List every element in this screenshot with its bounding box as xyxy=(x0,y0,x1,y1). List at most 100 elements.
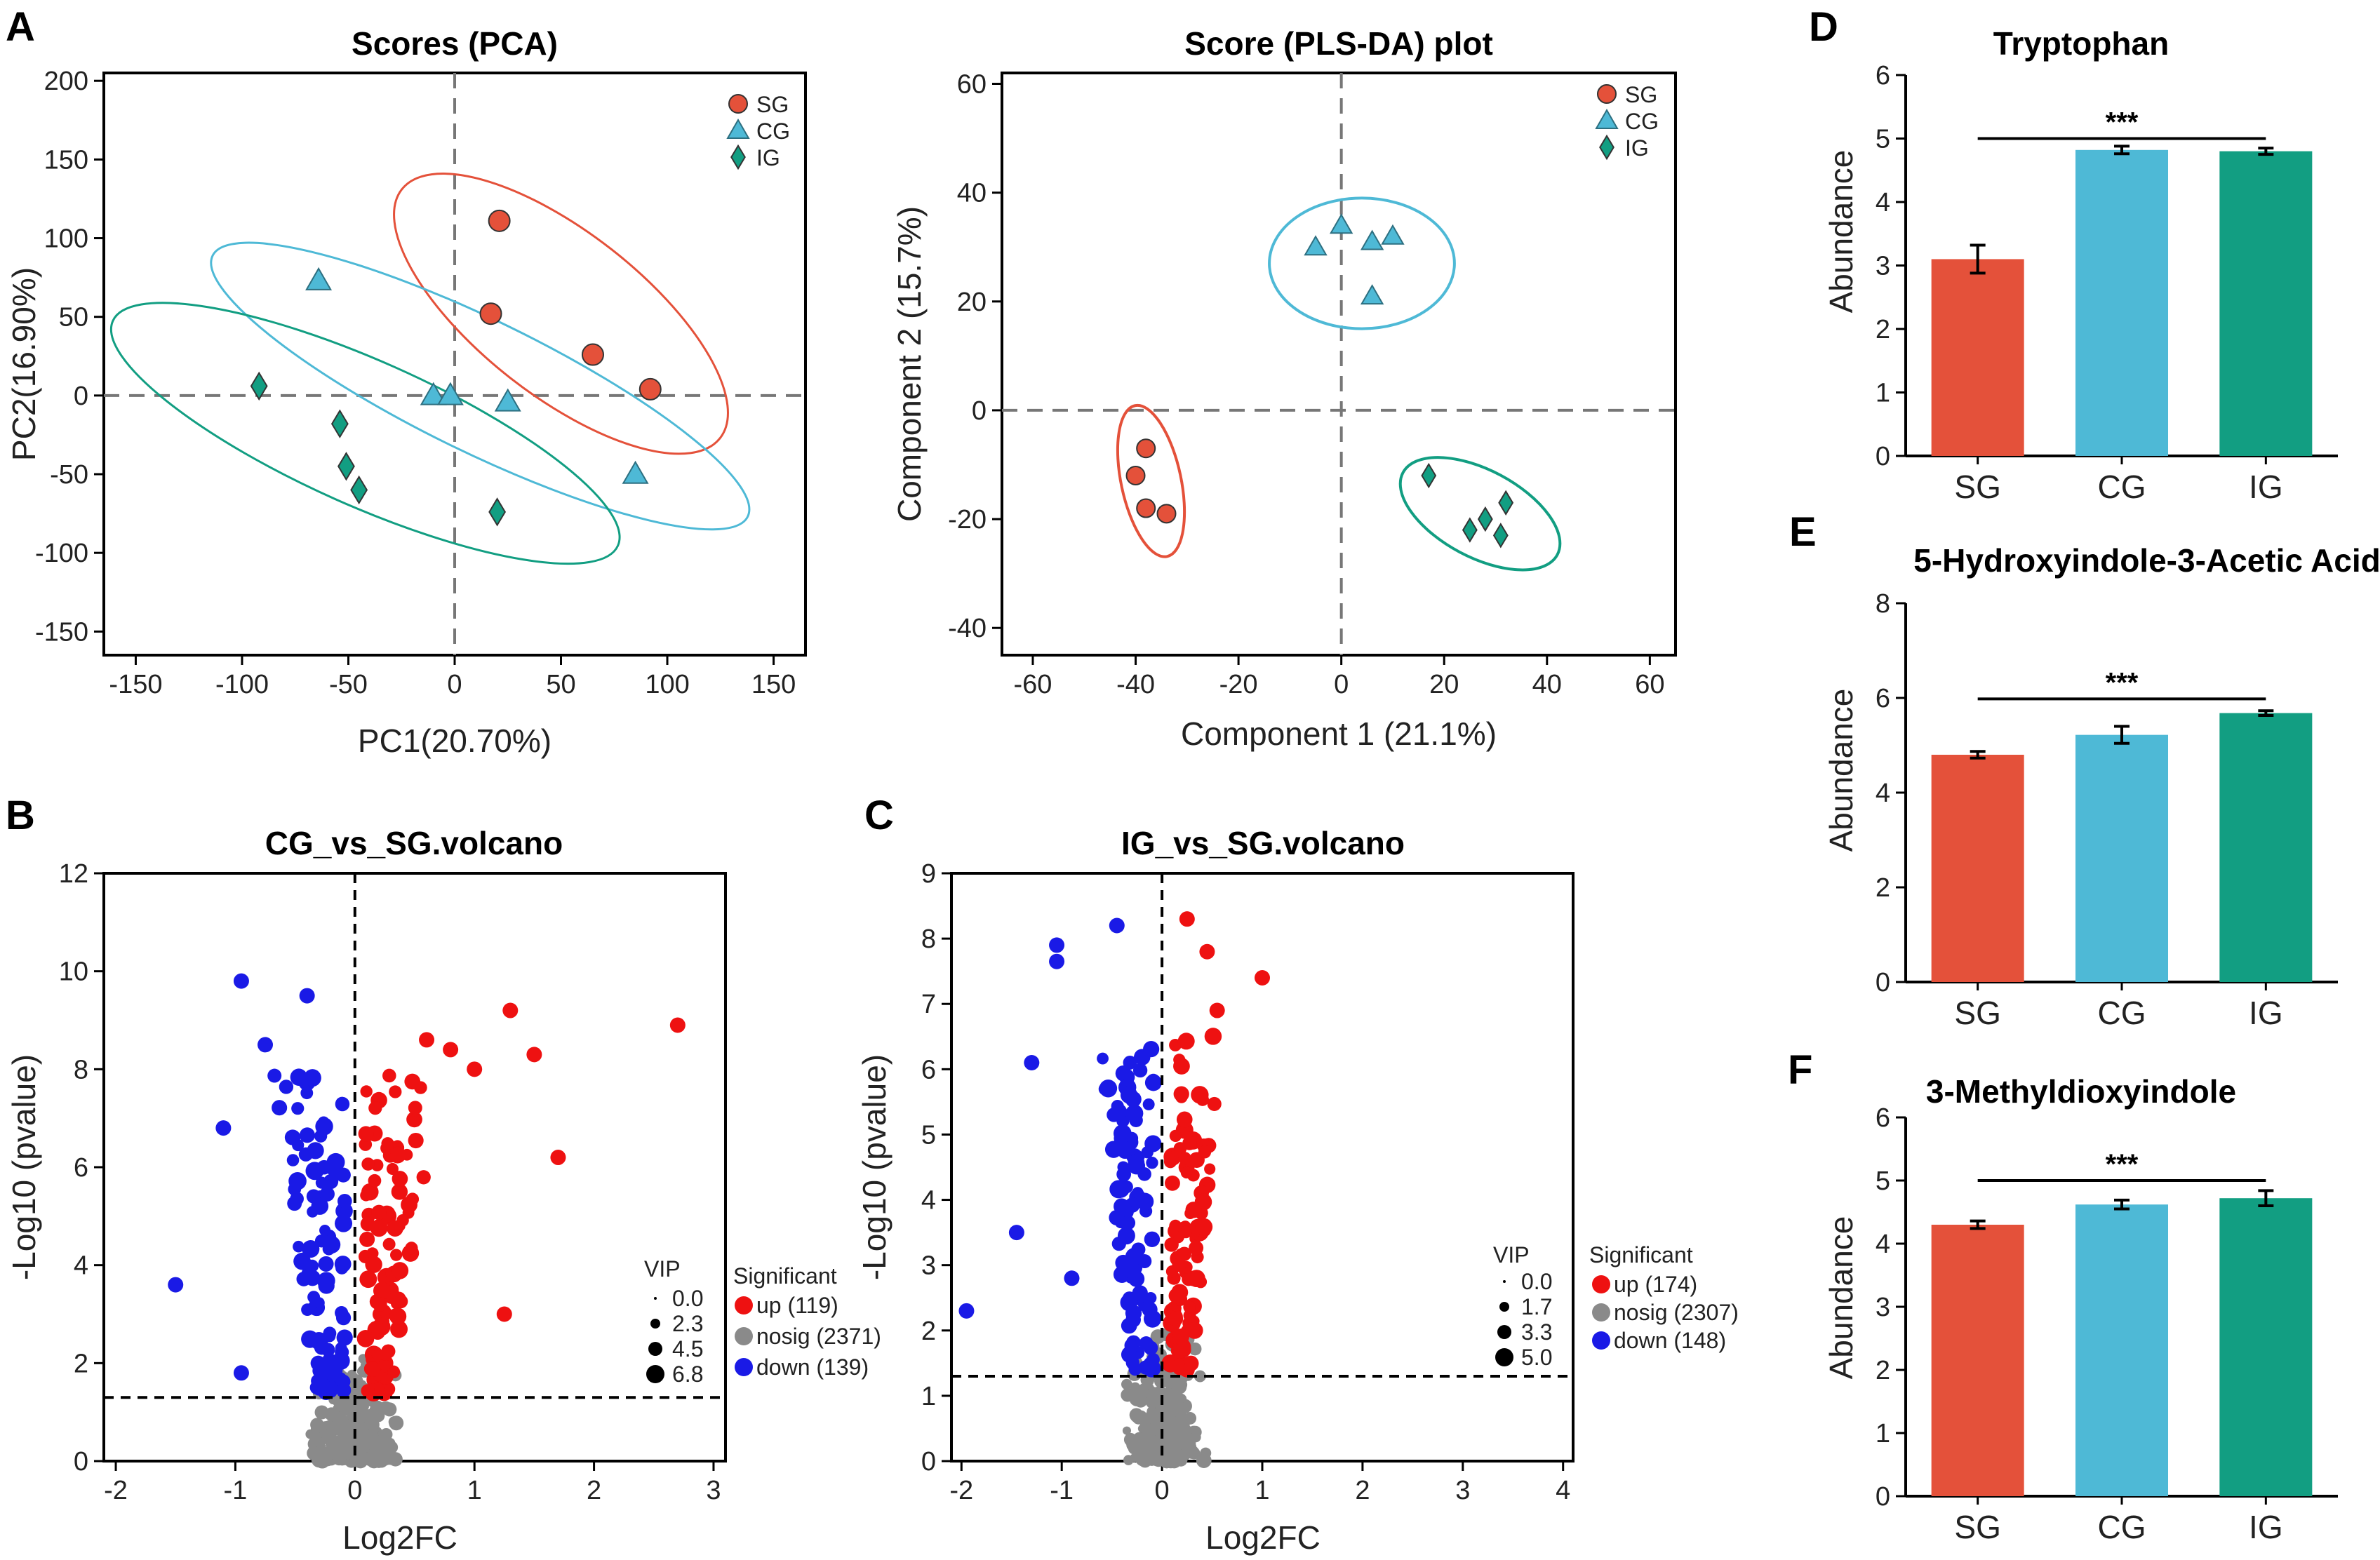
vig-point-down xyxy=(1109,917,1125,934)
plsda-xtick-label: 40 xyxy=(1532,670,1562,699)
vig-xtick-label: 0 xyxy=(1155,1476,1170,1505)
vig-point-up xyxy=(1177,1246,1192,1261)
b1-ytick-label: 0 xyxy=(1876,442,1890,471)
volcano-ig-vip-dot xyxy=(1497,1325,1511,1339)
plsda-plot-area xyxy=(1001,72,1677,657)
vcg-point-up xyxy=(381,1137,394,1150)
plsda-point-ig xyxy=(1421,462,1437,489)
vig-point-down xyxy=(1049,953,1065,969)
pca-ytick-label: -100 xyxy=(35,539,88,568)
vig-point-down xyxy=(958,1303,975,1319)
vcg-ytick-label: 10 xyxy=(59,957,88,987)
bar-3mdi-ylabel: Abundance xyxy=(1823,1216,1859,1380)
vcg-point-down xyxy=(335,1383,352,1398)
plsda-title: Score (PLS-DA) plot xyxy=(1184,25,1493,62)
b1-ytick-label: 1 xyxy=(1876,379,1890,408)
vig-point-up xyxy=(1185,1270,1202,1286)
vig-point-nosig xyxy=(1177,1402,1188,1413)
vig-point-down xyxy=(1098,1082,1111,1096)
plsda-ytick-label: 20 xyxy=(957,288,987,317)
b1-ytick-label: 2 xyxy=(1876,315,1890,344)
vcg-point-down xyxy=(215,1120,232,1136)
vcg-point-up xyxy=(502,1002,519,1018)
vcg-point-down xyxy=(335,1261,349,1275)
pca-xtick-label: 50 xyxy=(546,670,575,699)
vcg-point-nosig xyxy=(347,1369,357,1380)
vcg-point-down xyxy=(279,1080,294,1094)
vcg-point-up xyxy=(382,1068,396,1083)
b1-bar-sg xyxy=(1931,259,2024,456)
b2-category-label: CG xyxy=(2098,995,2146,1031)
bar-tryptophan-title: Tryptophan xyxy=(1993,25,2169,62)
vig-point-up xyxy=(1169,1129,1182,1143)
plsda-point-cg xyxy=(1381,224,1405,245)
vig-point-up xyxy=(1172,1328,1189,1345)
vcg-point-down xyxy=(335,1306,349,1320)
vcg-xtick-label: -1 xyxy=(224,1476,248,1505)
vcg-point-up xyxy=(405,1242,418,1255)
pca-ellipse-ig xyxy=(109,302,621,565)
vcg-point-up xyxy=(669,1017,686,1033)
vcg-point-down xyxy=(335,1214,353,1232)
vig-point-down xyxy=(1125,1247,1144,1266)
b2-bar-ig xyxy=(2219,713,2313,982)
volcano-cg-chart: CG_vs_SG.volcano Log2FC -Log10 (pvalue) … xyxy=(6,825,881,1556)
vcg-point-up xyxy=(360,1189,373,1202)
plsda-point-ig xyxy=(1492,523,1509,549)
volcano-cg-legend-dot xyxy=(735,1358,753,1376)
vig-point-nosig xyxy=(1200,1447,1212,1459)
b3-ytick-label: 1 xyxy=(1876,1419,1890,1448)
vcg-point-up xyxy=(360,1216,375,1232)
volcano-cg-legend-dot xyxy=(735,1296,753,1314)
vig-point-down xyxy=(1124,1343,1137,1356)
vcg-point-down xyxy=(307,1142,324,1159)
plsda-point-ig xyxy=(1498,490,1514,516)
volcano-ig-vip-0: 0.0 xyxy=(1521,1269,1552,1294)
vcg-point-nosig xyxy=(349,1456,359,1465)
vcg-point-up xyxy=(391,1183,408,1200)
vig-point-up xyxy=(1169,1219,1182,1232)
vcg-point-up xyxy=(467,1061,483,1077)
vig-point-up xyxy=(1177,1033,1195,1050)
plsda-xtick-label: 60 xyxy=(1635,670,1664,699)
vig-point-down xyxy=(1064,1270,1080,1286)
vig-point-down xyxy=(1128,1154,1145,1171)
vcg-point-up xyxy=(392,1171,408,1187)
vcg-point-down xyxy=(318,1277,335,1294)
plsda-legend-ig: IG xyxy=(1625,135,1649,161)
plsda-ytick-label: -20 xyxy=(948,505,987,534)
plsda-legend-marker-sg xyxy=(1597,84,1617,104)
plsda-xtick-label: 20 xyxy=(1429,670,1459,699)
pca-ellipse-cg xyxy=(210,241,751,531)
panel-label-e: E xyxy=(1789,509,1817,555)
vig-point-nosig xyxy=(1137,1424,1147,1433)
vig-point-down xyxy=(1144,1291,1157,1304)
pca-point-cg xyxy=(622,460,649,484)
vig-point-up xyxy=(1183,1355,1199,1371)
vcg-point-up xyxy=(378,1359,391,1371)
panel-label-c: C xyxy=(864,793,894,838)
vcg-xtick-label: -2 xyxy=(104,1476,128,1505)
vig-point-nosig xyxy=(1161,1436,1176,1451)
vcg-point-down xyxy=(286,1154,300,1166)
vig-point-down xyxy=(1139,1336,1154,1351)
pca-xtick-label: -150 xyxy=(109,670,162,699)
vcg-ytick-label: 8 xyxy=(74,1055,88,1084)
vcg-point-up xyxy=(368,1174,382,1188)
vig-point-nosig xyxy=(1130,1412,1142,1423)
vcg-point-up xyxy=(392,1291,406,1306)
vcg-point-up xyxy=(526,1047,542,1063)
vig-point-down xyxy=(1121,1216,1136,1230)
vig-point-up xyxy=(1185,1202,1202,1218)
vcg-point-up xyxy=(443,1042,459,1058)
volcano-ig-vip-dot xyxy=(1503,1280,1506,1283)
vig-point-down xyxy=(1120,1087,1138,1104)
vcg-point-up xyxy=(360,1085,373,1098)
volcano-ig-legend-nosig: nosig (2307) xyxy=(1614,1300,1739,1325)
vcg-point-up xyxy=(390,1249,403,1261)
vcg-point-down xyxy=(335,1342,347,1354)
vcg-ytick-label: 6 xyxy=(74,1153,88,1183)
vig-point-up xyxy=(1183,1300,1196,1314)
b2-ytick-label: 6 xyxy=(1876,684,1890,713)
vcg-point-up xyxy=(419,1032,435,1048)
